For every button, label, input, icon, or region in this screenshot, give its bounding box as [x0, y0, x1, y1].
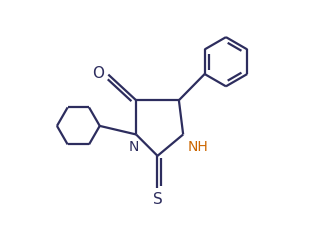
Text: NH: NH: [187, 139, 208, 153]
Text: N: N: [129, 139, 139, 153]
Text: O: O: [92, 66, 104, 81]
Text: S: S: [153, 191, 162, 206]
